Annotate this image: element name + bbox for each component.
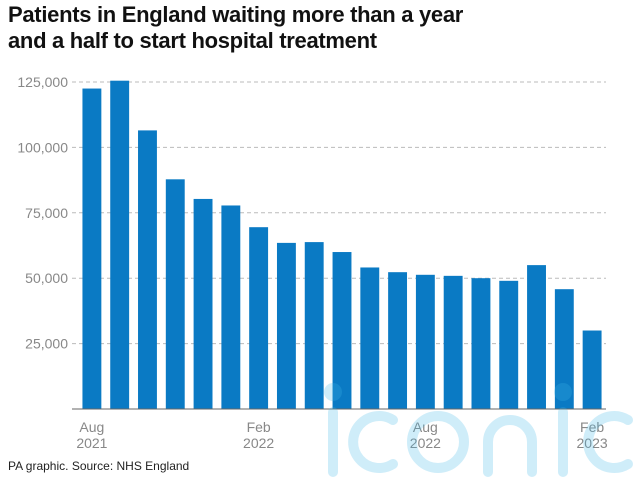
source-note: PA graphic. Source: NHS England bbox=[8, 459, 190, 473]
x-tick-label-year: 2023 bbox=[577, 435, 608, 451]
chart-title-line-1: Patients in England waiting more than a … bbox=[8, 2, 464, 27]
bar bbox=[193, 198, 213, 409]
y-tick-label: 50,000 bbox=[25, 270, 68, 286]
chart-title-line-2: and a half to start hospital treatment bbox=[8, 28, 377, 53]
bar bbox=[499, 280, 519, 409]
bars bbox=[82, 80, 602, 409]
x-tick-label-month: Feb bbox=[247, 419, 271, 435]
bar bbox=[388, 272, 408, 409]
bar bbox=[165, 179, 185, 409]
tick-labels: 25,00050,00075,000100,000125,000Aug2021F… bbox=[17, 74, 607, 451]
bar bbox=[554, 289, 574, 409]
bar bbox=[82, 88, 102, 409]
x-tick-label-month: Aug bbox=[79, 419, 104, 435]
bar bbox=[582, 330, 602, 409]
x-tick-label-year: 2022 bbox=[243, 435, 274, 451]
y-tick-label: 25,000 bbox=[25, 336, 68, 352]
x-tick-label-year: 2021 bbox=[76, 435, 107, 451]
x-tick-label-year: 2022 bbox=[410, 435, 441, 451]
bar bbox=[415, 274, 435, 409]
bar bbox=[332, 252, 352, 409]
bar bbox=[249, 227, 269, 409]
bar bbox=[527, 265, 546, 409]
bar bbox=[110, 80, 130, 409]
bar bbox=[138, 130, 157, 409]
bar bbox=[360, 267, 380, 409]
y-tick-label: 75,000 bbox=[25, 205, 68, 221]
bar bbox=[443, 275, 463, 409]
x-tick-label-month: Aug bbox=[413, 419, 438, 435]
bar bbox=[276, 242, 296, 409]
y-tick-label: 125,000 bbox=[17, 74, 68, 90]
chart-title: Patients in England waiting more than a … bbox=[8, 2, 628, 54]
x-tick-label-month: Feb bbox=[580, 419, 604, 435]
y-tick-label: 100,000 bbox=[17, 139, 68, 155]
bar bbox=[304, 242, 324, 409]
bar bbox=[221, 205, 241, 409]
bar bbox=[471, 278, 491, 409]
